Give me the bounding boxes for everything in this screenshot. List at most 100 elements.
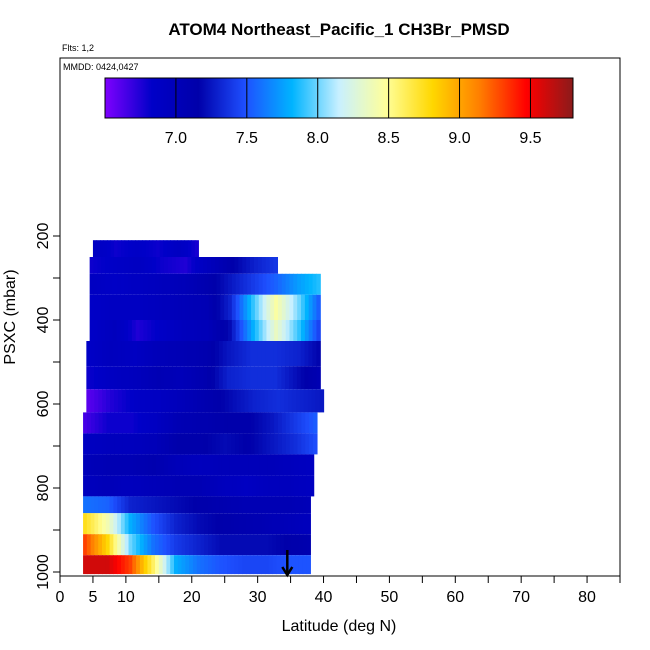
heatmap-cell xyxy=(171,257,177,274)
heatmap-cell xyxy=(280,534,285,556)
heatmap-cell xyxy=(179,454,184,476)
heatmap-cell xyxy=(212,320,218,341)
heatmap-cell xyxy=(224,294,229,320)
heatmap-cell xyxy=(246,257,251,274)
heatmap-cell xyxy=(293,320,298,341)
heatmap-cell xyxy=(168,412,174,434)
heatmap-cell xyxy=(231,294,237,320)
heatmap-cell xyxy=(294,475,299,497)
heatmap-cell xyxy=(86,513,92,535)
heatmap-cell xyxy=(108,294,114,320)
heatmap-cell xyxy=(193,294,198,320)
heatmap-cell xyxy=(116,320,121,341)
heatmap-cell xyxy=(109,534,114,556)
heatmap-cell xyxy=(253,341,259,367)
heatmap-cell xyxy=(268,496,274,514)
heatmap-cell xyxy=(200,555,205,575)
heatmap-cell xyxy=(289,412,295,434)
heatmap-cell xyxy=(244,454,249,476)
heatmap-cell xyxy=(94,412,100,434)
heatmap-cell xyxy=(264,496,270,514)
heatmap-cell xyxy=(306,555,311,575)
heatmap-cell xyxy=(141,412,147,434)
heatmap-cell xyxy=(166,294,171,320)
heatmap-cell xyxy=(125,475,130,497)
plot-frame xyxy=(59,57,621,577)
heatmap-cell xyxy=(244,475,249,497)
heatmap-cell xyxy=(297,294,302,320)
heatmap-cell xyxy=(102,454,107,476)
heatmap-cell xyxy=(83,454,88,476)
heatmap-cell xyxy=(185,320,191,341)
heatmap-cell xyxy=(154,273,160,295)
heatmap-cell xyxy=(257,366,263,390)
heatmap-cell xyxy=(287,555,293,575)
heatmap-cell xyxy=(83,534,88,556)
heatmap-cell xyxy=(222,341,228,367)
heatmap-cell xyxy=(106,433,111,455)
heatmap-cell xyxy=(302,454,307,476)
heatmap-cell xyxy=(272,555,277,575)
heatmap-cell xyxy=(166,534,171,556)
heatmap-cell xyxy=(170,240,175,257)
heatmap-cell xyxy=(136,513,141,535)
heatmap-cell xyxy=(156,454,161,476)
heatmap-cell xyxy=(139,294,145,320)
heatmap-cell xyxy=(234,366,239,390)
heatmap-cell xyxy=(262,433,267,455)
heatmap-cell xyxy=(213,475,219,497)
heatmap-cell xyxy=(212,294,218,320)
heatmap-cell xyxy=(304,366,310,390)
heatmap-cell xyxy=(105,555,111,575)
heatmap-cell xyxy=(270,412,275,434)
heatmap-cell xyxy=(289,366,294,390)
heatmap-cell xyxy=(257,555,262,575)
heatmap-cell xyxy=(230,496,236,514)
heatmap-cell xyxy=(141,433,147,455)
heatmap-cell xyxy=(167,475,173,497)
heatmap-cell xyxy=(282,475,288,497)
heatmap-cell xyxy=(152,341,158,367)
heatmap-cell xyxy=(265,257,271,274)
heatmap-cell xyxy=(193,320,198,341)
heatmap-cell xyxy=(170,555,175,575)
heatmap-cell xyxy=(277,433,283,455)
heatmap-cell xyxy=(178,320,183,341)
heatmap-cell xyxy=(132,534,137,556)
x-tick-label: 80 xyxy=(578,589,596,606)
heatmap-cell xyxy=(170,534,175,556)
heatmap-cell xyxy=(90,513,96,535)
heatmap-cell xyxy=(136,534,141,556)
heatmap-cell xyxy=(245,496,251,514)
heatmap-cell xyxy=(155,555,160,575)
heatmap-cell xyxy=(207,341,212,367)
heatmap-cell xyxy=(285,341,290,367)
heatmap-cell xyxy=(90,366,95,390)
heatmap-cell xyxy=(213,454,219,476)
heatmap-cell xyxy=(148,454,153,476)
heatmap-cell xyxy=(216,273,221,295)
heatmap-cell xyxy=(184,240,189,257)
heatmap-cell xyxy=(143,294,148,320)
heatmap-cell xyxy=(291,513,296,535)
heatmap-cell xyxy=(102,555,107,575)
y-axis: 200 400 600 800 1000 xyxy=(35,223,60,590)
heatmap-cell xyxy=(242,341,247,367)
heatmap-cell xyxy=(225,475,230,497)
heatmap-cell xyxy=(170,320,175,341)
heatmap-cell xyxy=(277,412,283,434)
heatmap-cell xyxy=(226,257,232,274)
heatmap-cell xyxy=(219,513,224,535)
heatmap-cell xyxy=(281,412,287,434)
heatmap-cell xyxy=(117,534,122,556)
heatmap-cell xyxy=(172,433,178,455)
heatmap-cell xyxy=(236,454,242,476)
heatmap-cell xyxy=(199,366,204,390)
heatmap-cell xyxy=(215,555,221,575)
heatmap-cell xyxy=(136,555,141,575)
heatmap-cell xyxy=(86,475,92,497)
heatmap-cell xyxy=(196,412,201,434)
heatmap-cell xyxy=(98,412,104,434)
heatmap-cell xyxy=(269,257,275,274)
colorbar-tick-label: 7.5 xyxy=(236,130,258,147)
